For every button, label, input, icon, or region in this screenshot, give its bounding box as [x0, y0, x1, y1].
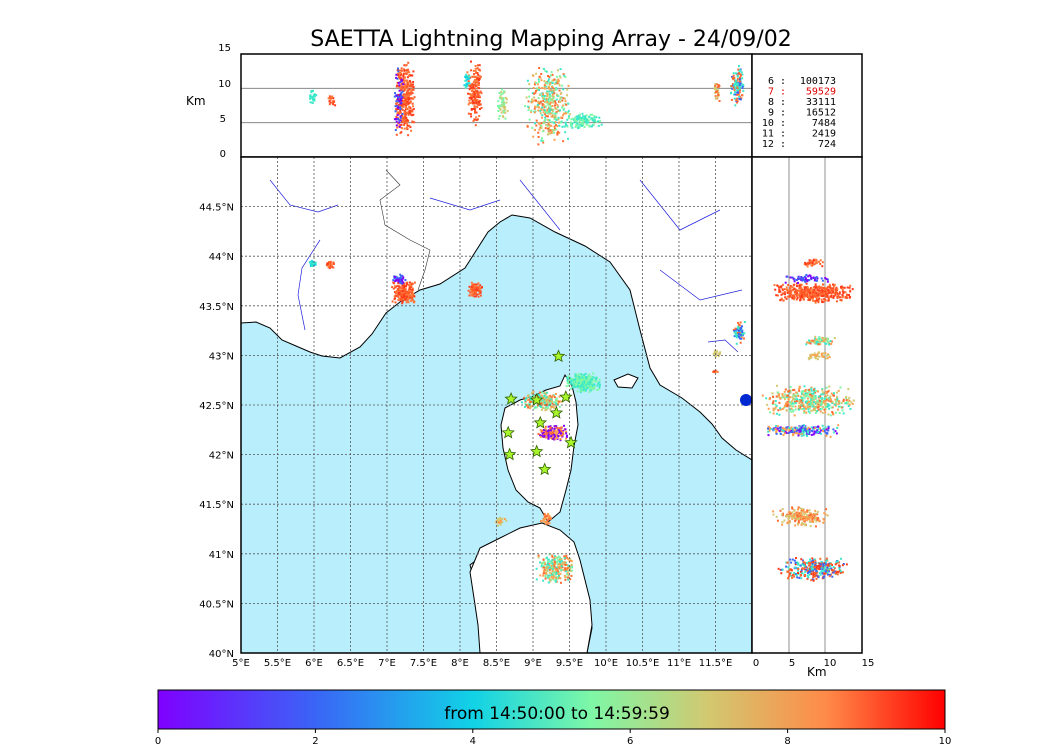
colorbar-ticks: 0 2 4 6 8 10 — [155, 729, 952, 747]
colorbar: from 14:50:00 to 14:59:59 0 2 4 6 8 10 — [155, 689, 952, 747]
lon-tick-label: 7°E — [378, 658, 396, 669]
station-star — [551, 349, 566, 363]
lat-tick-label: 42.5°N — [199, 401, 234, 412]
altitude-latitude-sources — [761, 258, 855, 582]
lat-tick-label: 43.5°N — [199, 302, 234, 313]
count-label: 10 : — [762, 118, 786, 129]
lat-tick-label: 40°N — [209, 649, 234, 660]
side-tick-0: 0 — [753, 658, 759, 669]
lat-tick-label: 41°N — [209, 550, 234, 561]
station-markers — [501, 349, 578, 476]
france-border — [379, 169, 431, 291]
colorbar-tick: 4 — [470, 736, 476, 747]
count-label: 12 : — [762, 139, 786, 150]
lon-tick-label: 7.5°E — [410, 658, 437, 669]
count-label: 9 : — [768, 108, 786, 119]
alt-tick-0: 0 — [220, 149, 226, 160]
count-value: 724 — [818, 139, 836, 150]
colorbar-tick: 10 — [939, 736, 952, 747]
side-tick-10: 10 — [824, 658, 837, 669]
count-value: 7484 — [812, 118, 836, 129]
lon-tick-label: 10.5°E — [626, 658, 660, 669]
station-star — [529, 444, 544, 458]
count-value: 16512 — [806, 108, 836, 119]
side-unit-label: Km — [807, 665, 827, 679]
station-star — [529, 392, 544, 406]
side-tick-15: 15 — [862, 658, 875, 669]
lat-tick-label: 43°N — [209, 351, 234, 362]
lat-tick-label: 41.5°N — [199, 500, 234, 511]
station-star — [504, 391, 518, 405]
altitude-latitude-panel: 0 5 10 15 Km — [751, 156, 875, 679]
altitude-sources — [309, 60, 745, 146]
rivers — [269, 179, 743, 353]
count-value: 33111 — [806, 97, 836, 108]
lon-tick-label: 10°E — [594, 658, 618, 669]
station-star — [538, 462, 552, 476]
lat-tick-label: 40.5°N — [199, 599, 234, 610]
count-label: 11 : — [762, 129, 786, 140]
count-value: 100173 — [800, 76, 836, 87]
count-label: 8 : — [768, 97, 786, 108]
figure-title: SAETTA Lightning Mapping Array - 24/09/0… — [310, 27, 791, 52]
alt-tick-5: 5 — [220, 114, 226, 125]
counts-list: 6 : 100173 7 : 59529 8 : 33111 9 : 16512 10 : 748… — [762, 76, 836, 150]
lon-tick-label: 11.5°E — [699, 658, 733, 669]
lon-tick-label: 6.5°E — [337, 658, 364, 669]
map-panel: 5°E 5.5°E 6°E 6.5°E 7°E 7.5°E 8°E 8.5°E 9°E 9.5°E… — [199, 156, 753, 669]
latitude-labels: 44.5°N 44°N 43.5°N 43°N 42.5°N 42°N 41.5°N 41°N… — [199, 203, 234, 660]
colorbar-tick: 2 — [312, 736, 318, 747]
elba-island — [613, 373, 639, 389]
lon-tick-label: 9.5°E — [556, 658, 583, 669]
station-star — [559, 390, 573, 403]
colorbar-tick: 0 — [155, 736, 161, 747]
count-value: 2419 — [812, 129, 836, 140]
lon-tick-label: 5.5°E — [264, 658, 291, 669]
station-star — [501, 425, 515, 439]
count-label: 6 : — [768, 76, 786, 87]
counts-panel: 6 : 100173 7 : 59529 8 : 33111 9 : 16512 10 : 748… — [751, 53, 863, 158]
count-label: 7 : — [768, 87, 786, 98]
alt-unit-label: Km — [186, 94, 206, 108]
count-value: 59529 — [806, 87, 836, 98]
alt-tick-15: 15 — [218, 43, 231, 54]
alt-tick-10: 10 — [218, 79, 231, 90]
colorbar-label: from 14:50:00 to 14:59:59 — [444, 704, 670, 724]
sardinia — [469, 522, 593, 653]
lat-tick-label: 44.5°N — [199, 203, 234, 214]
lon-tick-label: 11°E — [667, 658, 691, 669]
lon-tick-label: 8°E — [451, 658, 469, 669]
graticule — [241, 157, 752, 653]
altitude-longitude-panel: 15 10 5 0 Km — [186, 43, 753, 160]
lat-tick-label: 44°N — [209, 252, 234, 263]
side-tick-5: 5 — [789, 658, 795, 669]
network-marker — [740, 394, 752, 406]
colorbar-tick: 6 — [627, 736, 633, 747]
lon-tick-label: 9°E — [524, 658, 542, 669]
lon-tick-label: 8.5°E — [483, 658, 510, 669]
station-star — [549, 405, 564, 419]
station-star — [502, 447, 517, 461]
colorbar-tick: 8 — [784, 736, 790, 747]
lat-tick-label: 42°N — [209, 451, 234, 462]
lon-tick-label: 5°E — [232, 658, 250, 669]
station-star — [564, 435, 578, 449]
longitude-labels: 5°E 5.5°E 6°E 6.5°E 7°E 7.5°E 8°E 8.5°E 9°E 9.5°E… — [232, 658, 732, 669]
lightning-sources — [308, 260, 746, 584]
station-star — [533, 415, 547, 429]
lon-tick-label: 6°E — [305, 658, 323, 669]
